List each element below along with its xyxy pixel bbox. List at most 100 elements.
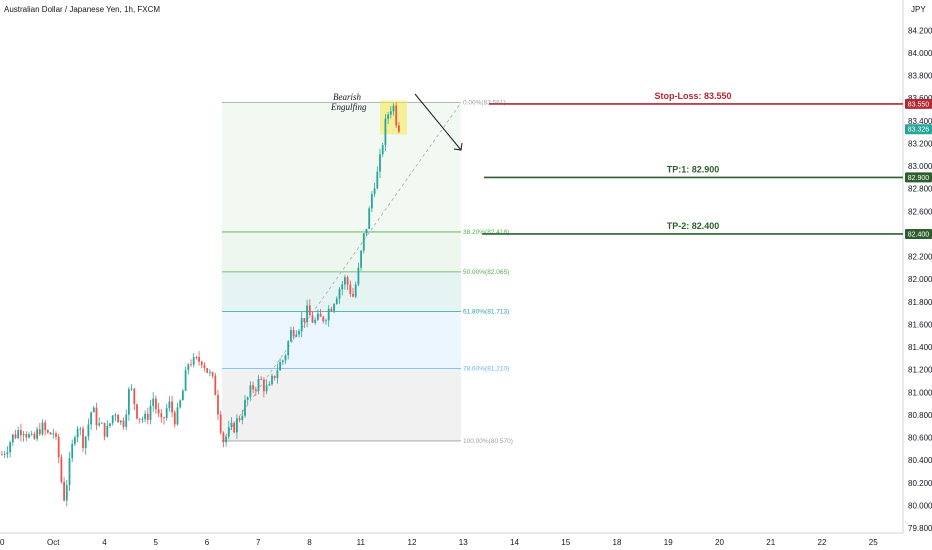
price-tick-label: 80.800 (908, 411, 932, 420)
candle-body (152, 398, 155, 406)
candle-body (227, 427, 230, 437)
candle-body (176, 407, 179, 425)
candle-body (330, 308, 333, 311)
candle-body (106, 425, 109, 437)
candle-body (368, 208, 371, 229)
candle-body (344, 277, 346, 285)
candle-body (279, 362, 281, 371)
candle-body (76, 428, 79, 438)
candle-body (357, 267, 360, 285)
price-tick-label: 80.000 (908, 501, 932, 510)
candle-body (168, 401, 171, 409)
candle-body (95, 407, 98, 426)
time-tick-label: Oct (47, 538, 60, 547)
candle-body (160, 413, 163, 418)
candle-body (287, 341, 290, 356)
candle-body (276, 370, 279, 379)
price-tick-label: 81.000 (908, 388, 932, 397)
candle-body (36, 429, 38, 439)
candle-body (192, 357, 195, 365)
candle-body (173, 412, 176, 425)
candle-body (233, 422, 236, 433)
candle-body (222, 432, 225, 443)
candle-body (333, 304, 335, 311)
candle-body (109, 423, 111, 426)
candle-body (165, 408, 168, 418)
price-tick-label: 83.800 (908, 72, 932, 81)
tp2-price-tag-text: 82.400 (908, 231, 930, 238)
candle-body (200, 361, 203, 365)
candle-body (238, 418, 241, 421)
candle-body (65, 485, 68, 501)
price-tick-label: 82.800 (908, 185, 932, 194)
candle-body (38, 429, 41, 435)
candle-body (171, 401, 173, 413)
candle-body (338, 289, 341, 299)
stop-loss-price-tag (905, 98, 932, 109)
time-tick-label: 5 (154, 538, 159, 547)
price-tick-label: 84.200 (908, 26, 932, 35)
candle-body (203, 364, 206, 369)
candle-body (87, 424, 90, 437)
time-tick-label: 20 (715, 538, 724, 547)
candle-body (187, 364, 190, 371)
price-tick-label: 83.400 (908, 117, 932, 126)
candle-body (346, 277, 349, 285)
candle-body (211, 372, 214, 376)
candle-body (190, 364, 192, 366)
candle-body (28, 434, 30, 438)
candle-body (268, 384, 271, 386)
candle-body (241, 415, 244, 421)
fib-zone (222, 102, 461, 232)
candle-body (257, 378, 260, 391)
price-tick-label: 83.200 (908, 139, 932, 148)
projection-arrowhead (453, 142, 463, 151)
candle-body (398, 125, 400, 132)
candle-body (389, 111, 392, 115)
price-tick-label: 81.600 (908, 320, 932, 329)
fib-level-label: 78.60%(81.210) (463, 366, 509, 373)
candle-body (217, 395, 219, 415)
time-tick-label: 11 (357, 538, 366, 547)
stop-loss-label: Stop-Loss: 83.550 (654, 91, 731, 101)
candle-body (327, 308, 330, 321)
candle-body (271, 375, 273, 385)
candle-body (138, 418, 141, 420)
time-tick-label: 19 (664, 538, 673, 547)
fib-zone (222, 368, 461, 441)
candle-body (373, 188, 376, 195)
candle-body (246, 397, 249, 400)
candle-body (322, 316, 325, 322)
time-tick-label: 25 (869, 538, 878, 547)
candle-body (254, 389, 257, 391)
candle-body (281, 360, 284, 363)
candle-body (20, 430, 22, 436)
price-tick-label: 84.000 (908, 49, 932, 58)
candle-body (379, 154, 381, 172)
candle-body (90, 412, 92, 425)
candle-body (335, 298, 338, 305)
candle-body (144, 413, 146, 420)
price-tick-label: 81.800 (908, 298, 932, 307)
fib-level-label: 38.20%(82.418) (463, 229, 509, 236)
price-tick-label: 80.400 (908, 456, 932, 465)
candle-body (92, 407, 95, 413)
candle-body (111, 415, 114, 424)
candle-body (6, 452, 9, 455)
candle-body (392, 105, 395, 112)
candle-body (371, 194, 373, 209)
candle-body (365, 228, 368, 234)
fib-level-label: 0.00%(83.561) (463, 100, 506, 107)
fib-level-label: 50.00%(82.065) (463, 269, 509, 276)
candle-body (25, 434, 28, 438)
tp2-price-tag (905, 228, 932, 239)
candle-body (376, 171, 379, 189)
price-tick-label: 79.800 (908, 524, 932, 533)
candle-body (149, 405, 152, 420)
candle-body (300, 318, 303, 332)
candle-body (384, 118, 387, 146)
candle-body (30, 433, 33, 435)
price-unit-label: JPY (911, 5, 926, 14)
fib-zone (222, 271, 461, 312)
